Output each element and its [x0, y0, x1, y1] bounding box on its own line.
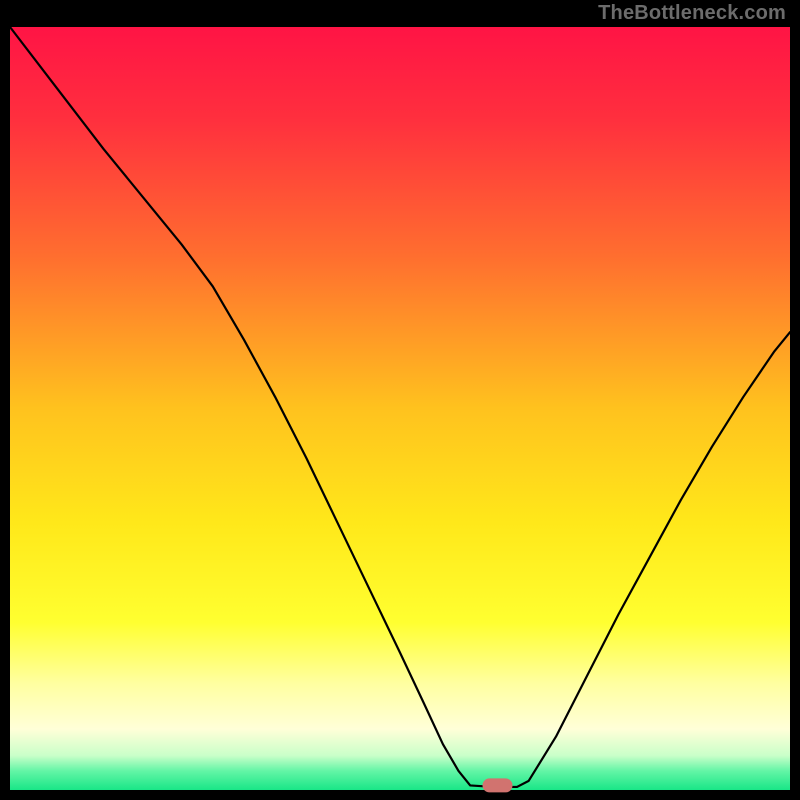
- plot-background: [10, 27, 790, 790]
- watermark-label: TheBottleneck.com: [598, 2, 786, 25]
- bottleneck-chart: [0, 0, 800, 800]
- optimal-marker: [483, 778, 513, 792]
- chart-frame: TheBottleneck.com: [0, 0, 800, 800]
